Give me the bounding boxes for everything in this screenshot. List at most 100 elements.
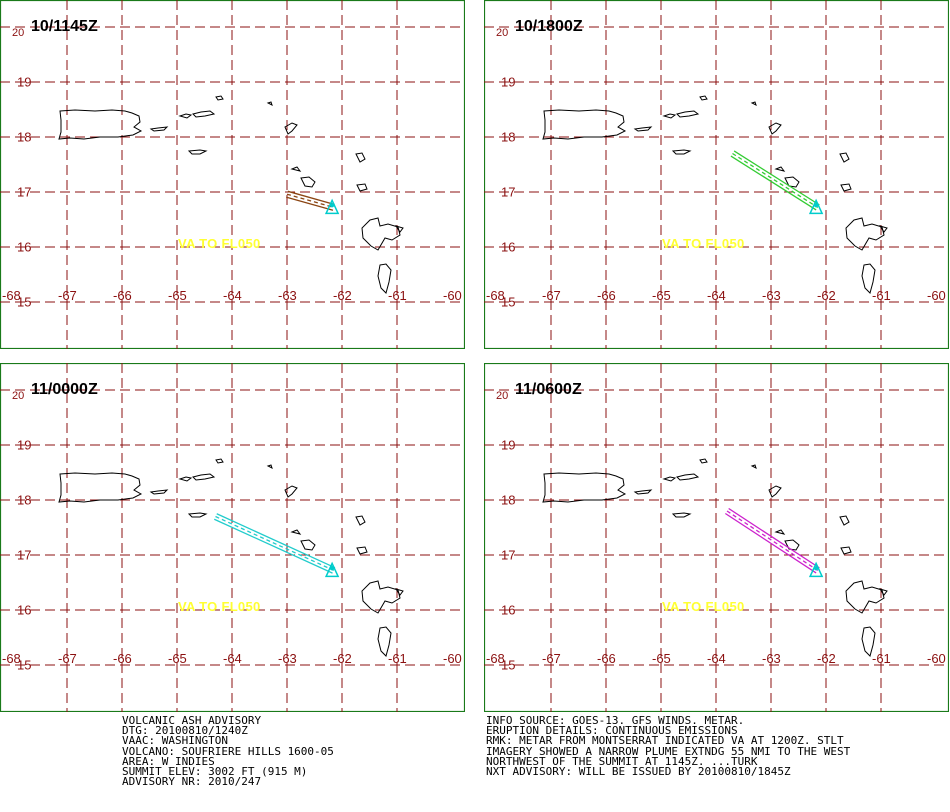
coastline-anguilla [266, 464, 273, 469]
lat-tick-label: 15 [17, 294, 32, 310]
lon-tick-label: -67 [542, 651, 561, 666]
coastline-st-croix [187, 512, 208, 518]
coastline-dominica [377, 626, 392, 657]
coastline-anguilla [750, 101, 757, 106]
ash-level-label: VA TO FL050 [178, 236, 261, 251]
lon-tick-label: -60 [927, 288, 946, 303]
coastline-barbuda [356, 183, 368, 192]
coastline-antigua [355, 152, 366, 163]
lon-tick-label: -67 [58, 651, 77, 666]
ash-level-label: VA TO FL050 [662, 599, 745, 614]
coastline-st-martin [768, 122, 782, 135]
coastline-st-croix [187, 149, 208, 155]
lon-tick-label: -60 [443, 651, 462, 666]
coastline-vieques [633, 126, 653, 132]
coastline-puerto-rico [542, 472, 627, 503]
ash-plume [286, 193, 334, 209]
lon-tick-label: -61 [872, 288, 891, 303]
lon-tick-label: -64 [223, 288, 242, 303]
lon-tick-label: -61 [388, 651, 407, 666]
advisory-line: DTG: 20100810/1240Z [122, 724, 248, 738]
advisory-line: ADVISORY NR: 2010/247 [122, 775, 262, 789]
advisory-line: NORTHWEST OF THE SUMMIT AT 1145Z. ...TUR… [486, 754, 758, 768]
coastline-puerto-rico [58, 472, 143, 503]
lat-tick-label: 16 [501, 602, 516, 618]
coastline-st-kitts [290, 529, 302, 535]
lon-tick-label: -68 [2, 288, 21, 303]
lon-tick-label: -60 [443, 288, 462, 303]
lat-tick-label: 17 [17, 547, 32, 563]
lon-tick-label: -65 [652, 651, 671, 666]
coastline-virgin-isl-3 [215, 458, 224, 464]
lat-tick-label: 17 [501, 547, 516, 563]
lon-tick-label: -68 [486, 651, 505, 666]
advisory-line: IMAGERY SHOWED A NARROW PLUME EXTNDG 55 … [486, 744, 851, 758]
lat-tick-label: 16 [501, 239, 516, 255]
lon-tick-label: -62 [333, 288, 352, 303]
coastline-barbuda [840, 183, 852, 192]
advisory-line: NXT ADVISORY: WILL BE ISSUED BY 20100810… [486, 765, 791, 779]
coastline-puerto-rico [542, 109, 627, 140]
lon-tick-label: -66 [597, 651, 616, 666]
advisory-info-left: VOLCANIC ASH ADVISORY DTG: 20100810/1240… [122, 715, 334, 789]
ash-plume [213, 518, 333, 574]
coastline-virgin-isl-2 [192, 473, 216, 481]
panel-time-label: 10/1800Z [515, 18, 583, 35]
forecast-panel-3: 11/0000Z VA TO FL050 20 19 18 17 16 15 -68 -67 -… [0, 363, 465, 712]
lon-tick-label: -63 [762, 651, 781, 666]
panel-time-label: 11/0600Z [515, 381, 582, 398]
ash-plume [730, 155, 817, 211]
lon-tick-label: -65 [168, 651, 187, 666]
coastline-barbuda [840, 546, 852, 555]
coastline-guadeloupe [845, 580, 885, 614]
coastline-st-martin [284, 122, 298, 135]
coastline-barbuda [356, 546, 368, 555]
lon-tick-label: -63 [278, 288, 297, 303]
lat-tick-label: 18 [501, 129, 516, 145]
coastline-nevis [300, 539, 316, 551]
lon-tick-label: -64 [223, 651, 242, 666]
advisory-info-right: INFO SOURCE: GOES-13. GFS WINDS. METAR. … [486, 714, 851, 779]
ash-plume [287, 190, 335, 206]
lon-tick-label: -68 [486, 288, 505, 303]
coastline-guadeloupe [361, 580, 401, 614]
map-canvas [484, 363, 949, 712]
coastline-st-martin [768, 485, 782, 498]
coastline-virgin-isl-1 [662, 113, 677, 119]
lat-tick-label: 17 [17, 184, 32, 200]
forecast-panel-2: 10/1800Z VA TO FL050 20 19 18 17 16 15 -68 -67 -… [484, 0, 949, 349]
ash-plume [216, 513, 336, 569]
lat-tick-label: 19 [501, 437, 516, 453]
ash-plume [725, 512, 817, 574]
coastline-guadeloupe [361, 217, 401, 251]
map-canvas [0, 0, 465, 349]
coastline-anguilla [750, 464, 757, 469]
lat-tick-label: 18 [17, 492, 32, 508]
coastline-virgin-isl-1 [178, 113, 193, 119]
lat-tick-label: 19 [17, 74, 32, 90]
coastline-antigua [355, 515, 366, 526]
lon-tick-label: -64 [707, 651, 726, 666]
volcano-dot [330, 203, 335, 208]
volcano-icon [324, 561, 340, 578]
volcano-icon [324, 198, 340, 215]
coastline-marie-galante [394, 225, 404, 233]
coastline-guadeloupe [845, 217, 885, 251]
lon-tick-label: -67 [542, 288, 561, 303]
coastline-dominica [377, 263, 392, 294]
coastline-virgin-isl-3 [699, 458, 708, 464]
lat-tick-label: 20 [12, 390, 25, 402]
lat-tick-label: 20 [496, 27, 509, 39]
lat-tick-label: 18 [17, 129, 32, 145]
lon-tick-label: -66 [597, 288, 616, 303]
coastline-vieques [149, 489, 169, 495]
panel-time-label: 11/0000Z [31, 381, 98, 398]
lat-tick-label: 20 [12, 27, 25, 39]
coastline-dominica [861, 626, 876, 657]
advisory-line: INFO SOURCE: GOES-13. GFS WINDS. METAR. [486, 714, 745, 727]
coastline-virgin-isl-2 [676, 473, 700, 481]
lat-tick-label: 20 [496, 390, 509, 402]
advisory-line: SUMMIT ELEV: 3002 FT (915 M) [122, 765, 308, 779]
ash-plume [733, 150, 820, 206]
coastline-st-martin [284, 485, 298, 498]
